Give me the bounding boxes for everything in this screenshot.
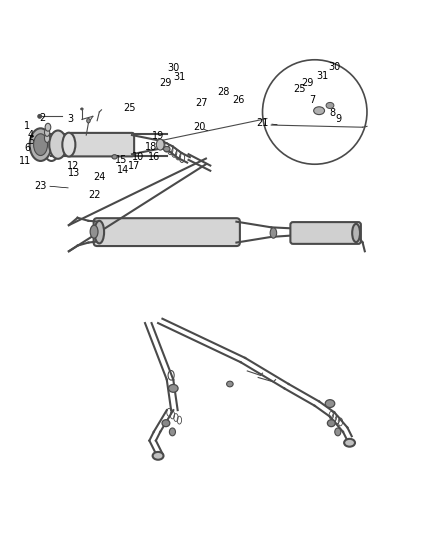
Ellipse shape	[344, 439, 355, 447]
Ellipse shape	[49, 131, 67, 159]
FancyBboxPatch shape	[290, 222, 361, 244]
Ellipse shape	[34, 134, 47, 156]
Text: 23: 23	[34, 181, 47, 191]
Text: 3: 3	[67, 115, 73, 124]
Text: 5: 5	[28, 136, 34, 146]
Ellipse shape	[90, 225, 98, 238]
FancyBboxPatch shape	[69, 133, 134, 156]
Ellipse shape	[335, 428, 341, 436]
Ellipse shape	[30, 128, 51, 161]
Ellipse shape	[45, 134, 49, 142]
Ellipse shape	[326, 102, 334, 109]
Text: 24: 24	[93, 172, 106, 182]
Text: 28: 28	[217, 86, 230, 96]
Text: 6: 6	[25, 143, 31, 153]
Circle shape	[38, 115, 42, 118]
Ellipse shape	[162, 419, 170, 426]
Text: 8: 8	[329, 108, 335, 118]
Ellipse shape	[163, 147, 170, 151]
Text: 26: 26	[233, 95, 245, 105]
Text: 20: 20	[193, 122, 205, 132]
Text: 16: 16	[148, 152, 160, 162]
Text: 25: 25	[293, 84, 306, 94]
Ellipse shape	[352, 224, 360, 242]
Text: 19: 19	[152, 131, 164, 141]
Ellipse shape	[226, 381, 233, 387]
Text: 13: 13	[68, 168, 81, 178]
Ellipse shape	[314, 107, 325, 115]
FancyBboxPatch shape	[94, 218, 240, 246]
Text: 18: 18	[145, 142, 158, 152]
Text: 29: 29	[160, 78, 172, 88]
Text: 11: 11	[19, 156, 32, 166]
Text: 15: 15	[115, 155, 127, 165]
Ellipse shape	[169, 384, 178, 392]
Text: 2: 2	[39, 112, 46, 123]
Text: 30: 30	[167, 63, 180, 74]
Text: 10: 10	[132, 152, 145, 162]
Text: 1: 1	[25, 122, 31, 131]
Ellipse shape	[156, 139, 164, 150]
Text: 17: 17	[128, 160, 140, 171]
Text: 25: 25	[124, 103, 136, 112]
Text: 12: 12	[67, 160, 79, 171]
Text: 29: 29	[301, 78, 314, 88]
Text: 21: 21	[256, 118, 268, 128]
Text: 7: 7	[310, 95, 316, 105]
Text: 4: 4	[28, 130, 34, 140]
Text: 27: 27	[195, 98, 208, 108]
Ellipse shape	[112, 155, 117, 159]
Ellipse shape	[45, 128, 49, 136]
Ellipse shape	[45, 123, 51, 131]
Ellipse shape	[62, 133, 75, 157]
Text: 22: 22	[89, 190, 101, 200]
Ellipse shape	[270, 228, 277, 238]
Ellipse shape	[327, 419, 335, 426]
Ellipse shape	[95, 221, 104, 244]
Text: 14: 14	[117, 165, 129, 175]
Ellipse shape	[87, 118, 90, 123]
Ellipse shape	[170, 428, 176, 436]
Text: 31: 31	[174, 72, 186, 82]
Ellipse shape	[325, 400, 335, 408]
Ellipse shape	[152, 452, 163, 460]
Text: 9: 9	[336, 115, 342, 124]
Ellipse shape	[81, 108, 83, 110]
Text: 31: 31	[317, 71, 328, 81]
Text: 30: 30	[328, 62, 340, 72]
